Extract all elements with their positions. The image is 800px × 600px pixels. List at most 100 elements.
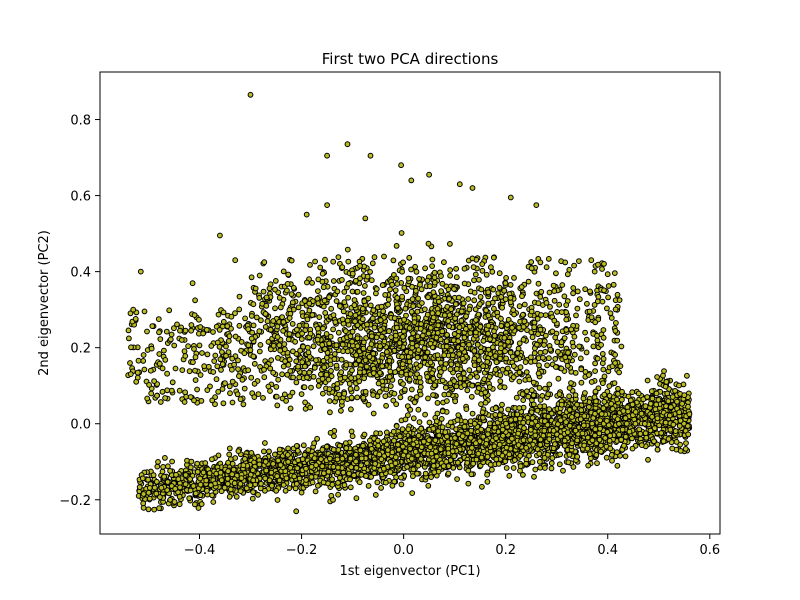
scatter-point xyxy=(676,382,682,389)
scatter-point xyxy=(426,437,432,444)
scatter-point xyxy=(250,489,257,496)
scatter-point xyxy=(500,432,506,439)
scatter-point xyxy=(542,465,548,471)
scatter-point xyxy=(569,414,575,420)
scatter-point xyxy=(594,460,600,467)
scatter-point xyxy=(275,376,282,383)
scatter-point xyxy=(593,452,600,458)
scatter-point xyxy=(653,401,660,408)
scatter-point xyxy=(229,460,236,467)
scatter-point xyxy=(509,435,515,442)
scatter-point xyxy=(330,278,337,284)
scatter-point xyxy=(256,461,263,468)
scatter-point xyxy=(393,401,400,408)
scatter-point xyxy=(574,305,581,312)
scatter-point xyxy=(447,272,454,279)
chart-title: First two PCA directions xyxy=(322,50,499,68)
scatter-point xyxy=(347,476,353,483)
scatter-point xyxy=(541,427,548,434)
scatter-point xyxy=(412,448,419,455)
scatter-point xyxy=(555,375,562,382)
scatter-point xyxy=(462,418,469,425)
scatter-point xyxy=(378,456,385,463)
scatter-point xyxy=(188,458,195,465)
scatter-point xyxy=(666,412,673,419)
scatter-point xyxy=(644,377,651,384)
scatter-point xyxy=(503,465,510,471)
scatter-point xyxy=(372,492,379,498)
scatter-point xyxy=(182,389,189,396)
scatter-point xyxy=(176,387,183,394)
scatter-point xyxy=(233,493,240,500)
scatter-point xyxy=(602,435,609,441)
scatter-point xyxy=(468,393,475,400)
scatter-point xyxy=(516,324,522,331)
scatter-point xyxy=(683,440,689,447)
scatter-point xyxy=(418,425,425,432)
scatter-point xyxy=(389,449,396,456)
scatter-point xyxy=(272,305,278,312)
scatter-point xyxy=(548,465,555,472)
scatter-point xyxy=(277,462,284,468)
scatter-point xyxy=(605,283,612,289)
scatter-point xyxy=(483,441,490,447)
scatter-point xyxy=(496,270,503,277)
scatter-point xyxy=(643,434,650,441)
scatter-point xyxy=(229,355,236,362)
scatter-point xyxy=(199,350,205,356)
scatter-point xyxy=(603,454,610,461)
scatter-point xyxy=(235,448,242,455)
scatter-point xyxy=(515,430,522,437)
scatter-point xyxy=(682,446,689,452)
scatter-point xyxy=(619,426,626,433)
scatter-point xyxy=(166,307,173,314)
scatter-point xyxy=(280,482,287,488)
scatter-point xyxy=(415,432,422,439)
scatter-point xyxy=(317,264,324,271)
scatter-point xyxy=(287,464,294,471)
scatter-point xyxy=(581,413,588,419)
scatter-point xyxy=(597,425,603,432)
scatter-point xyxy=(642,403,649,410)
scatter-point xyxy=(562,259,569,266)
scatter-point xyxy=(522,359,529,366)
scatter-point xyxy=(361,375,368,382)
scatter-point xyxy=(186,368,193,375)
scatter-point xyxy=(287,405,294,412)
scatter-point xyxy=(578,379,585,386)
scatter-point xyxy=(521,301,528,308)
scatter-point xyxy=(433,418,440,425)
scatter-point xyxy=(258,480,264,487)
scatter-point xyxy=(637,431,644,437)
scatter-point xyxy=(614,337,621,344)
scatter-point xyxy=(537,403,543,410)
scatter-point xyxy=(140,491,147,497)
scatter-point xyxy=(385,296,392,303)
scatter-point xyxy=(311,440,318,447)
scatter-point xyxy=(484,478,491,485)
scatter-point xyxy=(424,277,431,284)
scatter-point xyxy=(428,450,435,457)
scatter-point xyxy=(327,455,333,462)
scatter-point xyxy=(354,394,361,401)
scatter-point xyxy=(470,460,477,467)
scatter-point xyxy=(588,257,595,264)
scatter-point xyxy=(331,356,338,363)
scatter-point xyxy=(335,447,342,453)
scatter-point xyxy=(167,468,174,474)
scatter-point xyxy=(597,417,603,424)
scatter-point xyxy=(248,374,255,381)
scatter-point xyxy=(574,412,580,418)
scatter-point xyxy=(525,393,532,400)
scatter-point xyxy=(493,435,500,442)
scatter-point xyxy=(478,426,485,433)
scatter-point xyxy=(146,485,153,491)
scatter-point xyxy=(517,463,524,470)
scatter-point xyxy=(467,435,474,441)
scatter-point xyxy=(293,443,300,449)
scatter-point xyxy=(629,389,636,396)
scatter-point xyxy=(400,452,407,459)
scatter-point xyxy=(606,438,613,444)
scatter-point xyxy=(658,430,665,436)
scatter-point xyxy=(672,428,679,435)
